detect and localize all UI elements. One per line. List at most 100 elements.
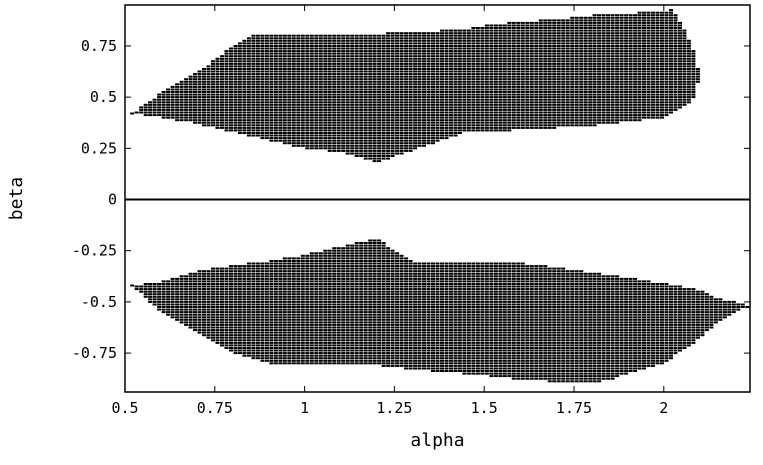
scatter-point — [588, 98, 593, 101]
scatter-point — [251, 45, 256, 47]
scatter-point — [260, 47, 265, 50]
scatter-point — [619, 88, 624, 91]
scatter-point — [175, 280, 180, 283]
scatter-point — [633, 37, 638, 40]
scatter-point — [224, 65, 229, 68]
scatter-point — [449, 34, 453, 37]
scatter-point — [395, 93, 400, 96]
scatter-point — [484, 57, 489, 60]
scatter-point — [691, 70, 696, 73]
scatter-point — [175, 101, 180, 104]
scatter-point — [188, 283, 193, 285]
scatter-point — [278, 80, 283, 83]
scatter-point — [273, 116, 278, 119]
scatter-point — [583, 27, 588, 29]
scatter-point — [278, 37, 283, 40]
scatter-point — [368, 60, 373, 63]
scatter-point — [431, 37, 435, 40]
scatter-point — [291, 75, 296, 78]
scatter-point — [336, 52, 341, 55]
scatter-point — [471, 119, 476, 122]
scatter-point — [309, 111, 314, 114]
scatter-point — [300, 45, 305, 47]
scatter-point — [484, 126, 489, 129]
scatter-point — [601, 96, 606, 99]
scatter-point — [466, 119, 471, 122]
scatter-point — [440, 134, 444, 137]
scatter-point — [660, 60, 664, 63]
scatter-point — [233, 88, 238, 91]
scatter-point — [440, 34, 444, 37]
scatter-point — [502, 68, 507, 70]
scatter-point — [282, 57, 287, 60]
scatter-point — [278, 57, 283, 60]
scatter-point — [619, 96, 624, 99]
scatter-point — [444, 50, 449, 53]
scatter-point — [363, 98, 368, 101]
scatter-point — [565, 96, 570, 99]
scatter-point — [269, 126, 274, 129]
scatter-point — [475, 83, 480, 86]
scatter-point — [471, 88, 476, 91]
scatter-point — [220, 85, 224, 88]
scatter-point — [350, 144, 355, 147]
scatter-point — [395, 88, 400, 91]
scatter-point — [426, 119, 431, 122]
scatter-point — [197, 70, 202, 73]
scatter-point — [309, 96, 314, 99]
scatter-point — [466, 52, 471, 55]
scatter-point — [220, 65, 224, 68]
scatter-point — [440, 70, 444, 73]
scatter-point — [637, 116, 642, 119]
scatter-point — [511, 93, 516, 96]
scatter-point — [395, 37, 400, 40]
scatter-point — [525, 101, 530, 104]
scatter-point — [664, 93, 669, 96]
scatter-point — [350, 114, 355, 117]
scatter-point — [143, 285, 148, 288]
scatter-point — [332, 78, 337, 81]
scatter-point — [547, 73, 552, 76]
scatter-point — [215, 70, 220, 73]
scatter-point — [619, 62, 624, 65]
scatter-point — [157, 114, 162, 117]
scatter-point — [260, 101, 265, 104]
scatter-point — [237, 85, 242, 88]
scatter-point — [498, 37, 503, 40]
scatter-point — [471, 29, 476, 32]
scatter-point — [291, 65, 296, 68]
scatter-point — [588, 106, 593, 109]
scatter-point — [314, 106, 319, 109]
scatter-point — [435, 98, 440, 101]
scatter-point — [264, 96, 269, 99]
scatter-point — [269, 114, 274, 117]
scatter-point — [552, 101, 557, 104]
scatter-point — [480, 98, 485, 101]
scatter-point — [583, 73, 588, 76]
scatter-point — [556, 21, 561, 24]
scatter-point — [579, 52, 584, 55]
scatter-point — [440, 101, 444, 104]
scatter-point — [588, 121, 593, 124]
scatter-point — [318, 142, 323, 145]
scatter-point — [300, 108, 305, 111]
scatter-point — [493, 42, 498, 45]
scatter-point — [601, 83, 606, 86]
scatter-point — [619, 65, 624, 68]
scatter-point — [224, 108, 229, 111]
scatter-point — [345, 47, 350, 50]
scatter-point — [233, 52, 238, 55]
scatter-point — [229, 98, 233, 101]
scatter-point — [408, 68, 413, 70]
scatter-point — [633, 96, 638, 99]
scatter-point — [305, 108, 310, 111]
scatter-point — [592, 14, 597, 17]
scatter-point — [493, 39, 498, 42]
scatter-point — [498, 78, 503, 81]
scatter-point — [610, 52, 615, 55]
scatter-point — [309, 93, 314, 96]
scatter-point — [278, 60, 283, 63]
scatter-point — [287, 60, 292, 63]
scatter-point — [413, 50, 418, 53]
scatter-point — [255, 88, 260, 91]
